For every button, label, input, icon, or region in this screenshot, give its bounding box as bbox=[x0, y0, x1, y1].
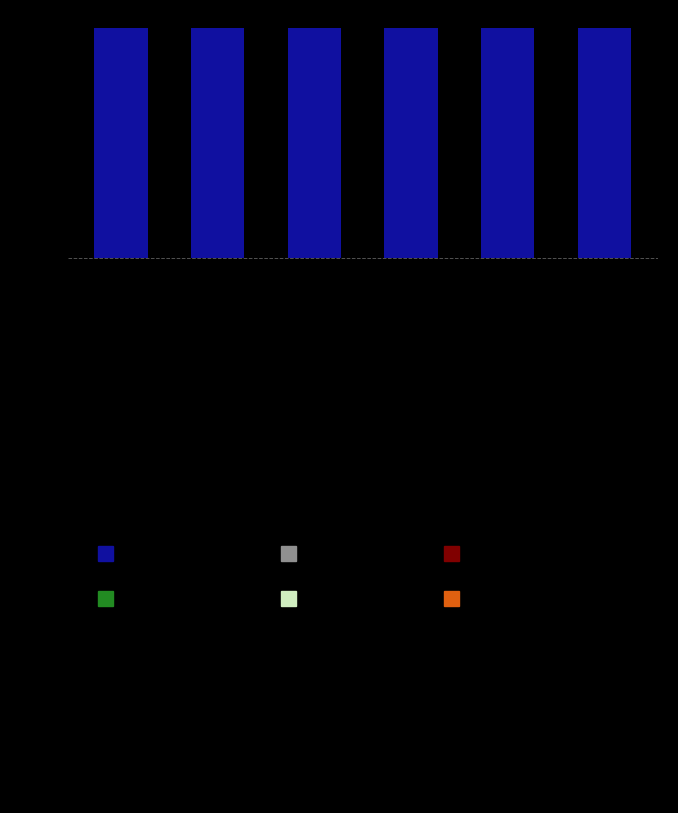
Bar bbox=[384, 0, 438, 259]
Bar bbox=[578, 0, 631, 259]
Bar bbox=[481, 0, 534, 259]
Bar bbox=[287, 0, 341, 259]
Bar bbox=[191, 0, 244, 259]
Bar bbox=[94, 0, 148, 259]
